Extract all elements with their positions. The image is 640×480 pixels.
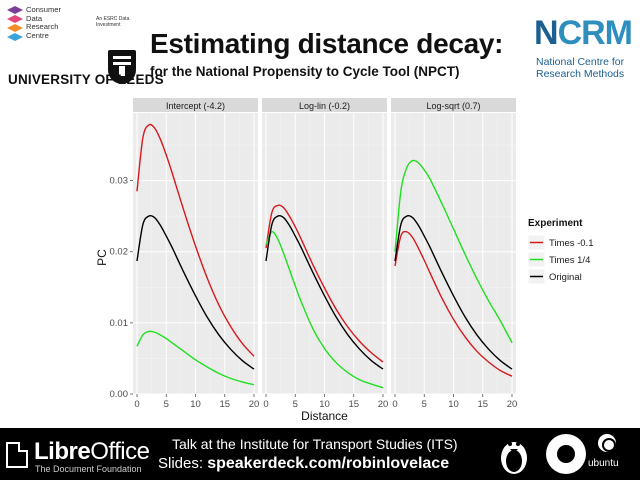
- x-tick-label: 15: [348, 399, 359, 410]
- cdrc-line: Data: [26, 13, 43, 23]
- cdrc-line: Centre: [26, 31, 49, 41]
- series-line-times-0-1: [265, 204, 384, 363]
- cdrc-cubes-icon: [7, 6, 23, 41]
- legend-label: Times 1/4: [549, 255, 590, 266]
- y-tick-label: 0.01: [110, 318, 129, 329]
- legend-label: Original: [549, 272, 582, 283]
- series-line-original: [265, 214, 384, 370]
- ubuntu-logo-icon: [598, 434, 616, 452]
- libreoffice-logo: LibreOffice: [34, 438, 150, 466]
- x-tick-label: 0: [134, 399, 139, 410]
- leeds-crest-icon: [108, 50, 136, 84]
- distance-decay-chart: Intercept (-4.2) 0 5 10 15 20 Log-lin (-0.2) 0 5…: [0, 88, 640, 428]
- x-tick-label: 10: [190, 399, 201, 410]
- libreoffice-libre: Libre: [34, 438, 91, 465]
- esrc-text: An ESRC Data Investment: [96, 16, 130, 28]
- x-tick-label: 20: [249, 399, 260, 410]
- libreoffice-office: Office: [90, 438, 150, 465]
- page-title: Estimating distance decay:: [150, 28, 504, 59]
- ncrm-logo-n: N: [534, 14, 559, 52]
- legend-title: Experiment: [528, 218, 583, 229]
- y-tick-label: 0.02: [110, 247, 129, 258]
- talk-info: Talk at the Institute for Transport Stud…: [172, 436, 458, 452]
- ncrm-subtitle: National Centre for Research Methods: [536, 56, 624, 80]
- x-tick-label: 10: [319, 399, 330, 410]
- series-line-times-0-1: [394, 230, 513, 377]
- slides-info: Slides: speakerdeck.com/robinlovelace: [158, 455, 449, 473]
- slides-url-link[interactable]: speakerdeck.com/robinlovelace: [207, 455, 450, 472]
- ubuntu-label: ubuntu: [588, 458, 619, 469]
- facet-title: Log-lin (-0.2): [299, 101, 350, 111]
- tux-linux-icon: [501, 442, 527, 474]
- university-of-leeds-logo: UNIVERSITY OF LEEDS: [8, 72, 164, 87]
- x-tick-label: 5: [293, 399, 298, 410]
- x-tick-label: 20: [378, 399, 389, 410]
- footer-bar: LibreOffice The Document Foundation Talk…: [0, 428, 640, 480]
- cdrc-line: Consumer: [26, 5, 62, 14]
- page-subtitle: for the National Propensity to Cycle Too…: [150, 64, 460, 79]
- x-tick-label: 5: [164, 399, 169, 410]
- x-tick-label: 0: [392, 399, 397, 410]
- cdrc-line: Research: [26, 22, 59, 32]
- x-tick-label: 15: [477, 399, 488, 410]
- facet-title: Intercept (-4.2): [166, 101, 225, 111]
- y-axis-title: PC: [95, 249, 109, 266]
- series-line-times-0-1: [136, 123, 255, 357]
- legend-label: Times -0.1: [549, 238, 594, 249]
- ncrm-line-1: National Centre for: [536, 56, 625, 68]
- facet-strip: [133, 98, 258, 112]
- x-tick-label: 10: [448, 399, 459, 410]
- series-line-times-1-4: [136, 330, 255, 386]
- series-line-original: [136, 214, 255, 370]
- slides-label: Slides:: [158, 455, 208, 472]
- facet-strip: [262, 98, 387, 112]
- github-octocat-icon: [546, 434, 586, 474]
- facet-strip: [391, 98, 516, 112]
- facet-title: Log-sqrt (0.7): [426, 101, 480, 111]
- x-axis-title: Distance: [301, 409, 348, 423]
- series-line-times-1-4: [394, 159, 513, 344]
- ncrm-logo-rest: CRM: [557, 14, 633, 52]
- x-tick-label: 20: [507, 399, 518, 410]
- series-line-times-1-4: [265, 230, 384, 389]
- x-tick-label: 15: [219, 399, 230, 410]
- cdrc-logo: Consumer Data Research Centre: [6, 5, 94, 48]
- y-tick-label: 0.03: [110, 176, 129, 187]
- series-line-original: [394, 214, 513, 370]
- ncrm-logo: NCRM: [534, 14, 633, 53]
- libreoffice-doc-icon: [6, 442, 28, 468]
- ncrm-line-2: Research Methods: [536, 68, 625, 80]
- document-foundation-text: The Document Foundation: [35, 464, 142, 474]
- x-tick-label: 0: [263, 399, 268, 410]
- chart-svg: Intercept (-4.2) 0 5 10 15 20 Log-lin (-0.2) 0 5…: [95, 98, 594, 423]
- x-tick-label: 5: [422, 399, 427, 410]
- y-tick-label: 0.00: [110, 389, 129, 400]
